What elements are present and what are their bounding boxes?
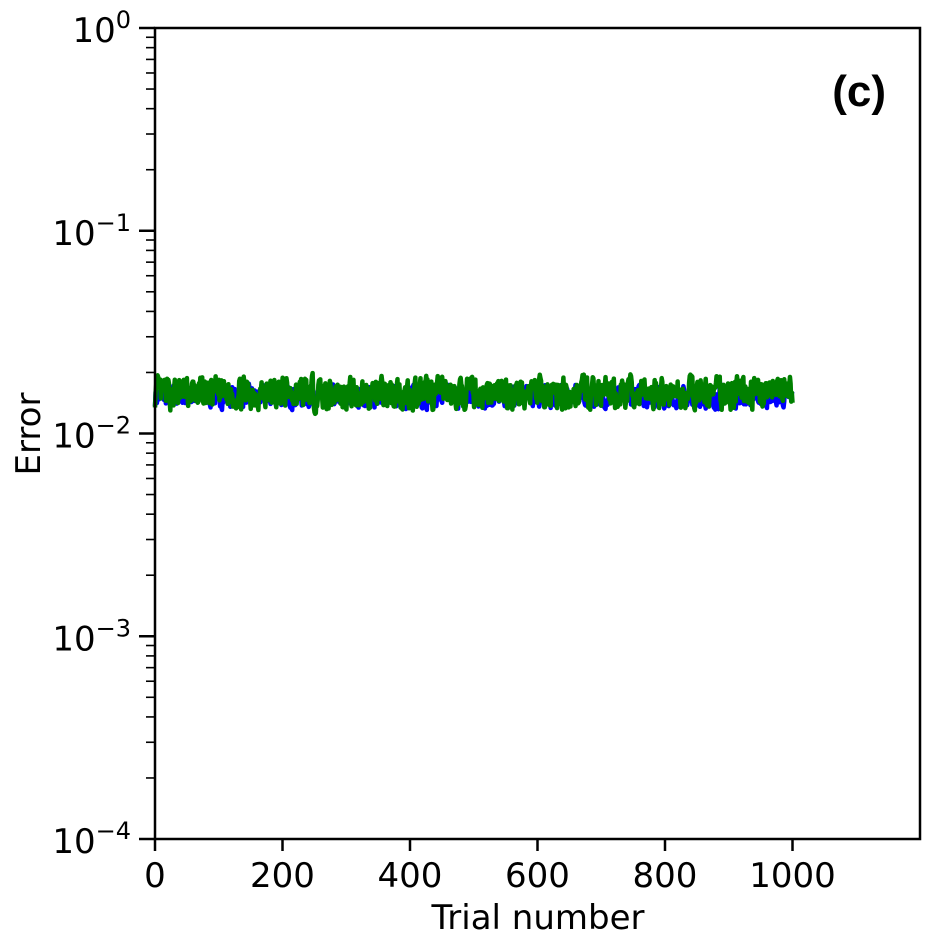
y-tick-label: 10−2 [52, 412, 131, 457]
x-tick-label: 1000 [749, 856, 836, 896]
series-layer [152, 370, 795, 417]
y-axis-ticks: 10−4 10−3 10−2 10−1 100 [52, 6, 155, 862]
x-tick-label: 400 [378, 856, 443, 896]
y-tick-label: 10−4 [52, 817, 131, 862]
x-tick-label: 800 [633, 856, 698, 896]
y-axis-label: Error [9, 393, 49, 476]
y-tick-label: 10−3 [52, 614, 131, 659]
series-line-2 [152, 370, 795, 417]
x-tick-label: 0 [144, 856, 166, 896]
plot-frame [153, 26, 922, 841]
y-tick-label: 100 [72, 6, 131, 51]
y-tick-label: 10−1 [52, 209, 131, 254]
x-axis-ticks: 0 200 400 600 800 1000 [144, 839, 836, 896]
panel-label: (c) [832, 67, 886, 116]
y-minor-ticks [146, 36, 155, 779]
x-tick-label: 600 [505, 856, 570, 896]
x-tick-label: 200 [250, 856, 315, 896]
x-axis-label: Trial number [431, 898, 645, 938]
